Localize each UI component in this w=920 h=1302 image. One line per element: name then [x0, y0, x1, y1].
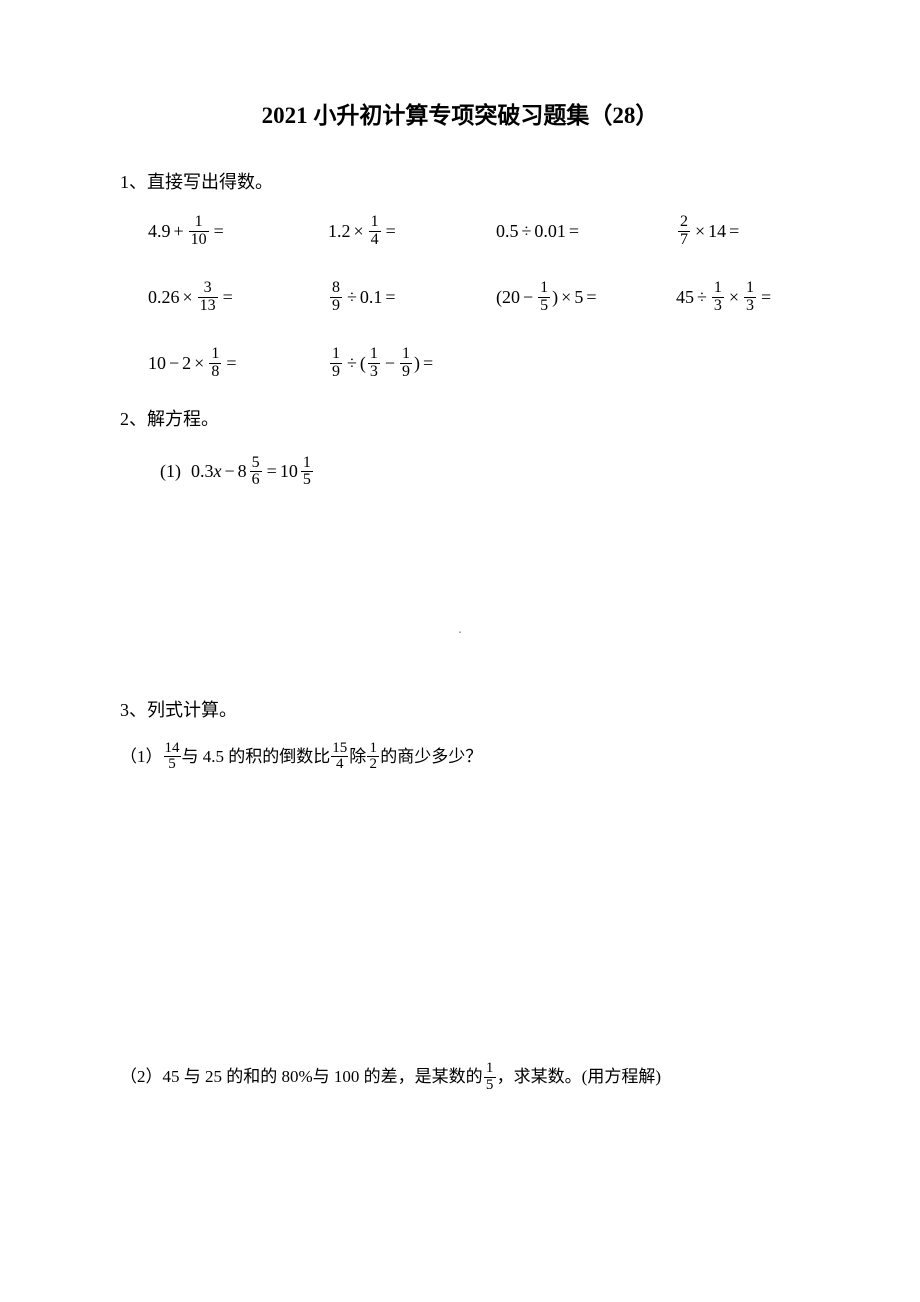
mental-cell: ( 20 − 15 ) × 5 =	[496, 280, 676, 315]
operand: 45	[676, 285, 694, 310]
operator: ×	[194, 351, 204, 376]
operator: ×	[183, 285, 193, 310]
fraction: 15	[484, 1061, 496, 1094]
equals: =	[385, 285, 395, 310]
operand: 0.26	[148, 285, 180, 310]
operand: 14	[708, 219, 726, 244]
page-title: 2021 小升初计算专项突破习题集（28）	[120, 100, 800, 132]
operand: 1.2	[328, 219, 351, 244]
equals: =	[586, 285, 596, 310]
paren: )	[414, 351, 420, 376]
text: 除	[349, 742, 366, 773]
equals: =	[223, 285, 233, 310]
fraction: 18	[209, 346, 221, 381]
mental-cell: 1.2 × 14 =	[328, 214, 496, 249]
subitem-number: （2）	[120, 1062, 163, 1093]
operand: 5	[574, 285, 583, 310]
fraction: 154	[331, 741, 348, 774]
mental-cell: 19 ÷ ( 13 − 19 ) =	[328, 346, 496, 381]
mental-cell: 0.26 × 313 =	[148, 280, 328, 315]
operand: 0.5	[496, 219, 519, 244]
equals: =	[386, 219, 396, 244]
text: 与 4.5 的积的倒数比	[182, 742, 331, 773]
equals: =	[226, 351, 236, 376]
q3-part-1: （1） 145 与 4.5 的积的倒数比 154 除 12 的商少多少？	[120, 741, 800, 774]
text: 的商少多少？	[380, 742, 482, 773]
fraction: 89	[330, 280, 342, 315]
operator: −	[225, 459, 235, 484]
mental-cell: 10 − 2 × 18 =	[148, 346, 328, 381]
mental-row: 10 − 2 × 18 = 19 ÷ ( 13 −	[148, 341, 800, 385]
mental-cell: 45 ÷ 13 × 13 =	[676, 280, 836, 315]
operator: ×	[695, 219, 705, 244]
mixed-number: 8 56	[238, 455, 264, 490]
fraction: 12	[367, 741, 379, 774]
text: 45 与 25 的和的 80%与 100 的差，是某数的	[163, 1062, 483, 1093]
fraction: 19	[330, 346, 342, 381]
variable-x: x	[214, 459, 222, 484]
mental-cell: 27 × 14 =	[676, 214, 836, 249]
fraction: 13	[712, 280, 724, 315]
mental-cell: 89 ÷ 0.1 =	[328, 280, 496, 315]
text: ，求某数。(用方程解)	[497, 1062, 661, 1093]
fraction: 145	[164, 741, 181, 774]
subitem-number: （1）	[120, 742, 163, 773]
fraction: 13	[744, 280, 756, 315]
fraction: 19	[400, 346, 412, 381]
q3-part-2: （2） 45 与 25 的和的 80%与 100 的差，是某数的 15 ，求某数…	[120, 1061, 800, 1094]
operand: 2	[182, 351, 191, 376]
mental-cell: 4.9 + 110 =	[148, 214, 328, 249]
mental-row: 0.26 × 313 = 89 ÷ 0.1 = ( 20 −	[148, 275, 800, 319]
operand: 4.9	[148, 219, 171, 244]
equals: =	[729, 219, 739, 244]
fraction: 27	[678, 214, 690, 249]
equals: =	[423, 351, 433, 376]
operator: ÷	[697, 285, 707, 310]
equals: =	[267, 459, 277, 484]
operator: ×	[561, 285, 571, 310]
equals: =	[761, 285, 771, 310]
section-3-heading: 3、列式计算。	[120, 698, 800, 723]
fraction: 313	[198, 280, 218, 315]
operand: 0.01	[534, 219, 566, 244]
coef: 0.3	[191, 459, 214, 484]
mental-cell: 0.5 ÷ 0.01 =	[496, 219, 676, 244]
fraction: 13	[368, 346, 380, 381]
paren: (	[360, 351, 366, 376]
operand: 0.1	[360, 285, 383, 310]
operand: 20	[502, 285, 520, 310]
operator: ×	[729, 285, 739, 310]
operand: 10	[148, 351, 166, 376]
operator: −	[523, 285, 533, 310]
mental-row: 4.9 + 110 = 1.2 × 14 = 0.5 ÷ 0.0	[148, 209, 800, 253]
section-1-heading: 1、直接写出得数。	[120, 170, 800, 195]
subitem-number: (1)	[160, 459, 181, 484]
operator: +	[174, 219, 184, 244]
fraction: 14	[369, 214, 381, 249]
mental-math-grid: 4.9 + 110 = 1.2 × 14 = 0.5 ÷ 0.0	[148, 209, 800, 385]
fraction: 110	[189, 214, 209, 249]
equals: =	[214, 219, 224, 244]
equation-1: (1) 0.3x − 8 56 = 10 15	[160, 455, 800, 490]
equals: =	[569, 219, 579, 244]
fraction: 15	[538, 280, 550, 315]
operator: ÷	[522, 219, 532, 244]
operator: ÷	[347, 351, 357, 376]
operator: −	[385, 351, 395, 376]
operator: −	[169, 351, 179, 376]
paren: )	[552, 285, 558, 310]
operator: ÷	[347, 285, 357, 310]
mixed-number: 10 15	[280, 455, 315, 490]
operator: ×	[354, 219, 364, 244]
section-2-heading: 2、解方程。	[120, 407, 800, 432]
page-decor-dot: ▪	[120, 629, 800, 637]
